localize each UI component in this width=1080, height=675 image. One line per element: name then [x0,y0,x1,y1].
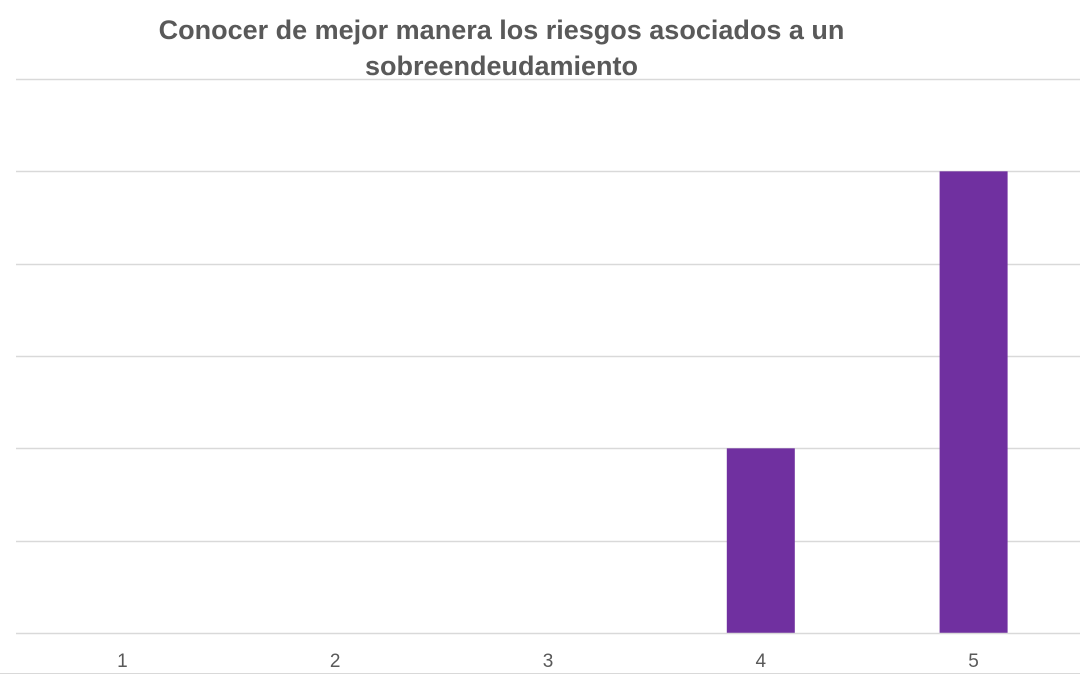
x-tick-label-1: 1 [117,651,128,672]
chart-title-line-1: Conocer de mejor manera los riesgos asoc… [158,15,845,45]
x-tick-label-2: 2 [330,651,341,672]
gridlines [16,78,1080,543]
bar-5 [939,171,1008,634]
bar-4 [726,448,795,633]
x-tick-label-4: 4 [756,651,767,672]
x-tick-label-5: 5 [968,651,979,672]
chart-title-line-2: sobreendeudamiento [364,51,639,81]
x-tick-labels: 1 2 3 4 5 [117,651,979,672]
x-tick-label-3: 3 [543,651,554,672]
x-axis [0,632,1080,674]
chart-title: Conocer de mejor manera los riesgos asoc… [0,12,1003,84]
bars [726,171,1008,634]
